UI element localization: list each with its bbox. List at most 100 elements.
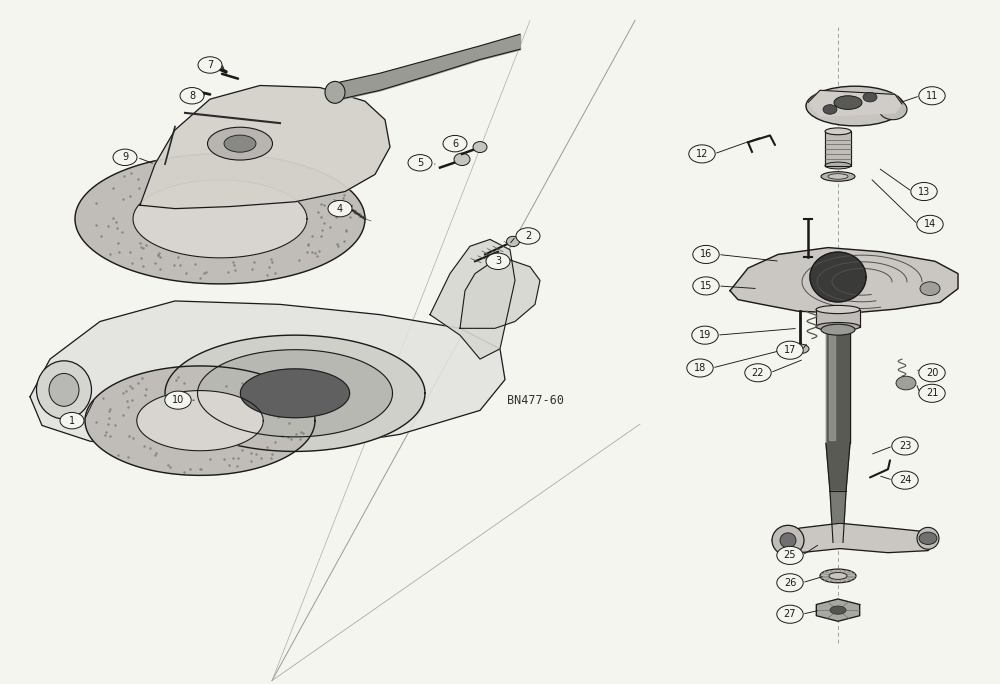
Circle shape — [443, 135, 467, 152]
Text: 26: 26 — [784, 578, 796, 588]
Circle shape — [777, 605, 803, 623]
Text: 12: 12 — [696, 149, 708, 159]
Circle shape — [687, 359, 713, 377]
Circle shape — [919, 532, 937, 544]
Circle shape — [745, 364, 771, 382]
Polygon shape — [825, 131, 851, 166]
Circle shape — [113, 149, 137, 166]
Circle shape — [863, 92, 877, 102]
Polygon shape — [808, 90, 902, 116]
Polygon shape — [133, 180, 307, 258]
Text: 9: 9 — [122, 153, 128, 162]
Ellipse shape — [49, 373, 79, 406]
Ellipse shape — [829, 573, 847, 579]
Text: 4: 4 — [337, 204, 343, 213]
Text: 1: 1 — [69, 416, 75, 425]
Polygon shape — [198, 350, 392, 437]
Text: 15: 15 — [700, 281, 712, 291]
Circle shape — [693, 277, 719, 295]
Polygon shape — [826, 330, 850, 443]
Ellipse shape — [208, 127, 272, 160]
Polygon shape — [85, 366, 315, 475]
Text: 22: 22 — [752, 368, 764, 378]
Ellipse shape — [830, 606, 846, 614]
Circle shape — [920, 282, 940, 295]
Polygon shape — [730, 248, 958, 313]
Ellipse shape — [917, 527, 939, 549]
Circle shape — [777, 547, 803, 564]
Polygon shape — [140, 86, 390, 209]
Circle shape — [408, 155, 432, 171]
Text: 18: 18 — [694, 363, 706, 373]
Circle shape — [198, 57, 222, 73]
Text: 27: 27 — [784, 609, 796, 619]
Circle shape — [180, 88, 204, 104]
Ellipse shape — [825, 128, 851, 135]
Text: 25: 25 — [784, 551, 796, 560]
Polygon shape — [430, 239, 515, 359]
Text: 8: 8 — [189, 91, 195, 101]
Circle shape — [919, 87, 945, 105]
Ellipse shape — [816, 323, 860, 330]
Text: 11: 11 — [926, 91, 938, 101]
Polygon shape — [816, 599, 860, 621]
Ellipse shape — [791, 344, 809, 354]
Circle shape — [777, 341, 803, 359]
Circle shape — [516, 228, 540, 244]
Ellipse shape — [820, 569, 856, 583]
Text: 20: 20 — [926, 368, 938, 378]
Text: 16: 16 — [700, 250, 712, 259]
Ellipse shape — [36, 361, 92, 419]
Text: 3: 3 — [495, 256, 501, 266]
Polygon shape — [829, 333, 835, 440]
Circle shape — [328, 200, 352, 217]
Ellipse shape — [821, 324, 855, 335]
Text: 10: 10 — [172, 395, 184, 405]
Ellipse shape — [834, 96, 862, 109]
Polygon shape — [772, 523, 938, 553]
Circle shape — [919, 384, 945, 402]
Polygon shape — [165, 335, 425, 451]
Polygon shape — [30, 301, 505, 451]
Circle shape — [919, 364, 945, 382]
Circle shape — [689, 145, 715, 163]
Circle shape — [911, 183, 937, 200]
Ellipse shape — [816, 305, 860, 313]
Ellipse shape — [213, 64, 223, 70]
Ellipse shape — [821, 172, 855, 181]
Circle shape — [165, 391, 191, 409]
Polygon shape — [826, 443, 850, 491]
Text: 7: 7 — [207, 60, 213, 70]
Polygon shape — [816, 309, 860, 326]
Ellipse shape — [780, 533, 796, 548]
Circle shape — [896, 376, 916, 390]
Text: 17: 17 — [784, 345, 796, 355]
Polygon shape — [460, 260, 540, 328]
Ellipse shape — [473, 142, 487, 153]
Polygon shape — [810, 252, 866, 302]
Polygon shape — [240, 369, 350, 418]
Text: 2: 2 — [525, 231, 531, 241]
Circle shape — [917, 215, 943, 233]
Circle shape — [892, 471, 918, 489]
Text: BN477-60: BN477-60 — [507, 393, 564, 407]
Polygon shape — [75, 154, 365, 284]
Polygon shape — [830, 491, 846, 542]
Circle shape — [892, 437, 918, 455]
Circle shape — [777, 574, 803, 592]
Text: 6: 6 — [452, 139, 458, 148]
Text: 13: 13 — [918, 187, 930, 196]
Circle shape — [823, 105, 837, 114]
Text: 24: 24 — [899, 475, 911, 485]
Circle shape — [692, 326, 718, 344]
Ellipse shape — [828, 174, 848, 179]
Text: 5: 5 — [417, 158, 423, 168]
Ellipse shape — [507, 237, 520, 247]
Text: 21: 21 — [926, 389, 938, 398]
Circle shape — [486, 253, 510, 269]
Circle shape — [693, 246, 719, 263]
Ellipse shape — [325, 81, 345, 103]
Ellipse shape — [772, 525, 804, 555]
Ellipse shape — [224, 135, 256, 152]
Ellipse shape — [454, 153, 470, 166]
